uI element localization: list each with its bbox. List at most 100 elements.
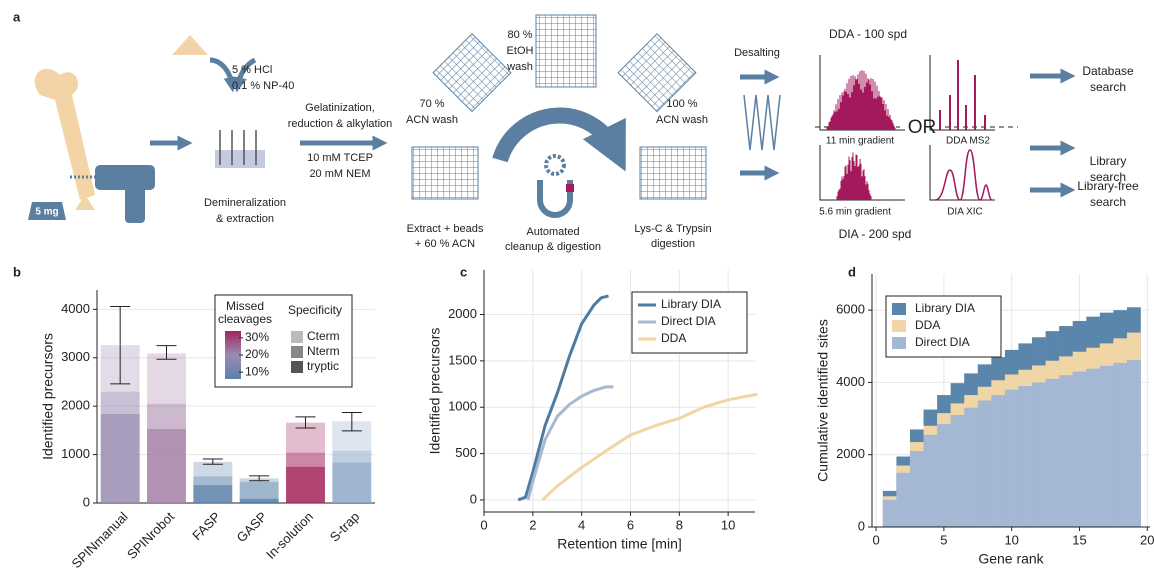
text: cleanup & digestion xyxy=(505,241,601,253)
bar-segment xyxy=(332,462,371,503)
figure: a 5 mg 5 % HCl 0.1 % NP-40 Demineralizat… xyxy=(0,0,1154,569)
bone xyxy=(35,69,95,200)
text: 70 % xyxy=(419,98,444,110)
text: digestion xyxy=(651,238,695,250)
text: 100 % xyxy=(666,98,697,110)
y-tick-label: 3000 xyxy=(61,349,90,364)
bar-segment xyxy=(286,467,325,503)
legend-label: Direct DIA xyxy=(915,335,970,349)
step xyxy=(964,408,978,527)
step xyxy=(1100,366,1114,527)
bar-segment xyxy=(193,485,232,503)
color-tick-label: 30% xyxy=(245,330,269,344)
text: DIA XIC xyxy=(947,207,983,218)
bar-segment xyxy=(240,482,279,499)
text: DDA MS2 xyxy=(946,136,990,147)
step xyxy=(896,473,910,527)
x-tick-label: SPINmanual xyxy=(69,509,131,569)
y-axis-label: Identified precursors xyxy=(40,333,56,460)
x-tick-label: SPINrobot xyxy=(124,509,177,562)
panel-a: a 5 mg 5 % HCl 0.1 % NP-40 Demineralizat… xyxy=(13,9,1139,252)
legend-swatch xyxy=(291,346,303,358)
step xyxy=(1073,372,1087,527)
y-axis-label: Identified precursors xyxy=(427,328,443,455)
y-tick-label: 1000 xyxy=(61,446,90,461)
bar-segment xyxy=(101,392,140,414)
plate xyxy=(215,150,265,168)
step xyxy=(1032,382,1046,527)
text: Desalting xyxy=(734,47,780,59)
step xyxy=(937,424,951,527)
y-tick-label: 2000 xyxy=(836,446,865,461)
x-axis-label: Retention time [min] xyxy=(557,536,682,552)
y-tick-label: 0 xyxy=(858,518,865,533)
step xyxy=(924,435,938,527)
x-tick-label: 2 xyxy=(529,517,536,532)
x-tick-label: 0 xyxy=(872,532,879,547)
x-tick-label: 4 xyxy=(578,517,585,532)
step xyxy=(1127,360,1141,527)
color-bar xyxy=(225,331,241,379)
text: 11 min gradient xyxy=(826,136,894,147)
powder xyxy=(75,195,95,210)
step xyxy=(1086,369,1100,527)
legend-title: cleavages xyxy=(218,312,272,326)
color-tick-label: 20% xyxy=(245,347,269,361)
x-axis-label: Gene rank xyxy=(978,551,1044,567)
text: ACN wash xyxy=(406,114,458,126)
y-tick-label: 4000 xyxy=(61,301,90,316)
line xyxy=(543,394,758,500)
legend-swatch xyxy=(892,303,906,315)
powder xyxy=(172,35,208,55)
text: Gelatinization, xyxy=(305,102,375,114)
text: Lys-C & Trypsin xyxy=(634,223,711,235)
x-tick-label: In-solution xyxy=(263,509,316,562)
bar-segment xyxy=(101,414,140,503)
legend-label: Library DIA xyxy=(661,297,721,311)
page: {"diagram":{"label":"a","hcl":"5 % HCl",… xyxy=(0,0,1154,569)
magnet-pole xyxy=(566,184,574,192)
bar-segment xyxy=(147,353,186,403)
step xyxy=(1059,375,1073,527)
bar-segment xyxy=(147,429,186,503)
step xyxy=(1046,379,1060,527)
x-tick-label: GASP xyxy=(234,509,270,545)
text: DIA - 200 spd xyxy=(839,227,912,241)
cycle-arrow xyxy=(500,116,615,160)
bar-segment xyxy=(286,453,325,467)
ms2-peaks xyxy=(940,60,985,130)
x-tick-label: S-trap xyxy=(327,509,363,545)
y-tick-label: 2000 xyxy=(448,306,477,321)
text: Extract + beads xyxy=(407,223,484,235)
bar-segment xyxy=(147,404,186,429)
y-tick-label: 6000 xyxy=(836,302,865,317)
text: 10 mM TCEP xyxy=(307,152,373,164)
step xyxy=(883,500,897,527)
magnet xyxy=(540,180,570,215)
text: Database xyxy=(1082,64,1134,78)
legend-label: Library DIA xyxy=(915,301,975,315)
text: Library xyxy=(1090,154,1127,168)
text: & extraction xyxy=(216,213,274,225)
legend-label: Nterm xyxy=(307,344,340,358)
y-tick-label: 1500 xyxy=(448,352,477,367)
panel-label: d xyxy=(848,264,856,279)
legend-label: tryptic xyxy=(307,359,339,373)
y-axis-label: Cumulative identified sites xyxy=(815,319,831,482)
step xyxy=(951,415,965,527)
text: wash xyxy=(506,61,533,73)
x-tick-label: 8 xyxy=(676,517,683,532)
plate xyxy=(640,147,706,199)
drill-handle xyxy=(125,185,145,223)
panel-label: a xyxy=(13,9,21,24)
bar-segment xyxy=(240,499,279,503)
panel-label: b xyxy=(13,264,21,279)
legend-label: Direct DIA xyxy=(661,314,716,328)
y-tick-label: 4000 xyxy=(836,374,865,389)
x-tick-label: 0 xyxy=(480,517,487,532)
arrow xyxy=(210,60,232,85)
color-tick-label: 10% xyxy=(245,364,269,378)
x-tick-label: 20 xyxy=(1140,532,1154,547)
tips xyxy=(744,95,780,150)
text: Automated xyxy=(526,226,579,238)
